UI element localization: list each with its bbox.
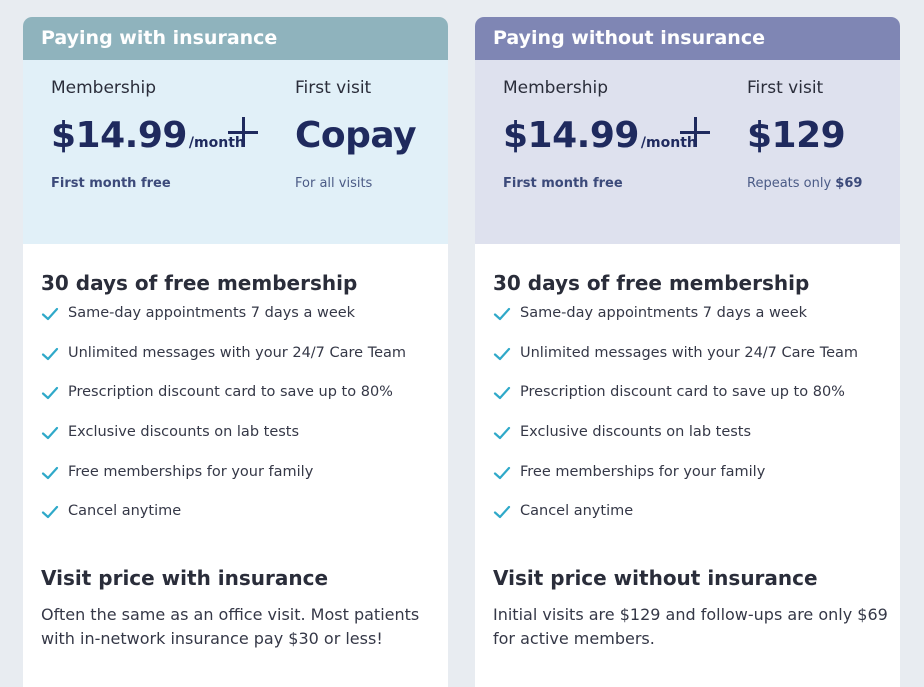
visit-price-title: Visit price with insurance <box>41 566 329 590</box>
benefit-text: Cancel anytime <box>520 503 634 520</box>
check-icon <box>493 384 511 402</box>
list-item: Prescription discount card to save up to… <box>41 384 406 424</box>
check-icon <box>41 345 59 363</box>
check-icon <box>493 305 511 323</box>
first-visit-price: $129 <box>747 115 846 156</box>
list-item: Cancel anytime <box>41 503 406 543</box>
list-item: Same-day appointments 7 days a week <box>41 305 406 345</box>
list-item: Free memberships for your family <box>41 464 406 504</box>
benefits-title: 30 days of free membership <box>493 271 810 295</box>
membership-note: First month free <box>503 176 623 191</box>
check-icon <box>493 503 511 521</box>
price-panel: Membership $14.99/month First month free… <box>23 60 448 244</box>
benefit-text: Free memberships for your family <box>68 463 314 480</box>
plus-icon <box>675 112 715 152</box>
membership-label: Membership <box>503 78 609 98</box>
benefits-list: Same-day appointments 7 days a week Unli… <box>41 305 406 543</box>
list-item: Unlimited messages with your 24/7 Care T… <box>493 345 858 385</box>
first-visit-price-amount: Copay <box>295 115 417 156</box>
list-item: Exclusive discounts on lab tests <box>41 424 406 464</box>
membership-price-period: /month <box>188 135 245 151</box>
benefit-text: Free memberships for your family <box>520 463 766 480</box>
list-item: Free memberships for your family <box>493 464 858 504</box>
pricing-card-with-insurance: Paying with insurance Membership $14.99/… <box>23 17 448 687</box>
check-icon <box>41 424 59 442</box>
benefit-text: Same-day appointments 7 days a week <box>520 305 808 321</box>
membership-price-period: /month <box>640 135 697 151</box>
benefit-text: Same-day appointments 7 days a week <box>68 305 356 321</box>
visit-price-description: Often the same as an office visit. Most … <box>41 605 420 648</box>
membership-price: $14.99/month <box>503 115 697 156</box>
benefit-text: Exclusive discounts on lab tests <box>520 424 752 441</box>
first-visit-label: First visit <box>747 78 824 98</box>
card-header: Paying without insurance <box>475 17 900 60</box>
membership-price: $14.99/month <box>51 115 245 156</box>
first-visit-note-text: For all visits <box>295 176 373 191</box>
list-item: Same-day appointments 7 days a week <box>493 305 858 345</box>
list-item: Cancel anytime <box>493 503 858 543</box>
benefit-text: Cancel anytime <box>68 503 182 520</box>
first-visit-note: Repeats only $69 <box>747 176 862 191</box>
membership-label: Membership <box>51 78 157 98</box>
benefit-text: Unlimited messages with your 24/7 Care T… <box>520 344 859 361</box>
visit-price-title: Visit price without insurance <box>493 566 818 590</box>
first-visit-label: First visit <box>295 78 372 98</box>
visit-price-description: Initial visits are $129 and follow-ups a… <box>493 605 888 648</box>
membership-note: First month free <box>51 176 171 191</box>
benefit-text: Unlimited messages with your 24/7 Care T… <box>68 344 407 361</box>
first-visit-note-text: Repeats only <box>747 176 836 191</box>
pricing-card-without-insurance: Paying without insurance Membership $14.… <box>475 17 900 687</box>
benefit-text: Prescription discount card to save up to… <box>520 384 845 401</box>
benefits-list: Same-day appointments 7 days a week Unli… <box>493 305 858 543</box>
benefits-title: 30 days of free membership <box>41 271 358 295</box>
membership-price-amount: $14.99 <box>503 115 639 156</box>
membership-price-amount: $14.99 <box>51 115 187 156</box>
check-icon <box>41 305 59 323</box>
first-visit-price: Copay <box>295 115 417 156</box>
plus-icon <box>223 112 263 152</box>
check-icon <box>493 424 511 442</box>
benefit-text: Exclusive discounts on lab tests <box>68 424 300 441</box>
first-visit-note-strong: $69 <box>835 176 863 191</box>
list-item: Prescription discount card to save up to… <box>493 384 858 424</box>
first-visit-price-amount: $129 <box>747 115 846 156</box>
benefit-text: Prescription discount card to save up to… <box>68 384 393 401</box>
price-panel: Membership $14.99/month First month free… <box>475 60 900 244</box>
list-item: Exclusive discounts on lab tests <box>493 424 858 464</box>
list-item: Unlimited messages with your 24/7 Care T… <box>41 345 406 385</box>
check-icon <box>41 503 59 521</box>
check-icon <box>41 464 59 482</box>
check-icon <box>493 345 511 363</box>
check-icon <box>493 464 511 482</box>
first-visit-note: For all visits <box>295 176 372 191</box>
card-header: Paying with insurance <box>23 17 448 60</box>
check-icon <box>41 384 59 402</box>
